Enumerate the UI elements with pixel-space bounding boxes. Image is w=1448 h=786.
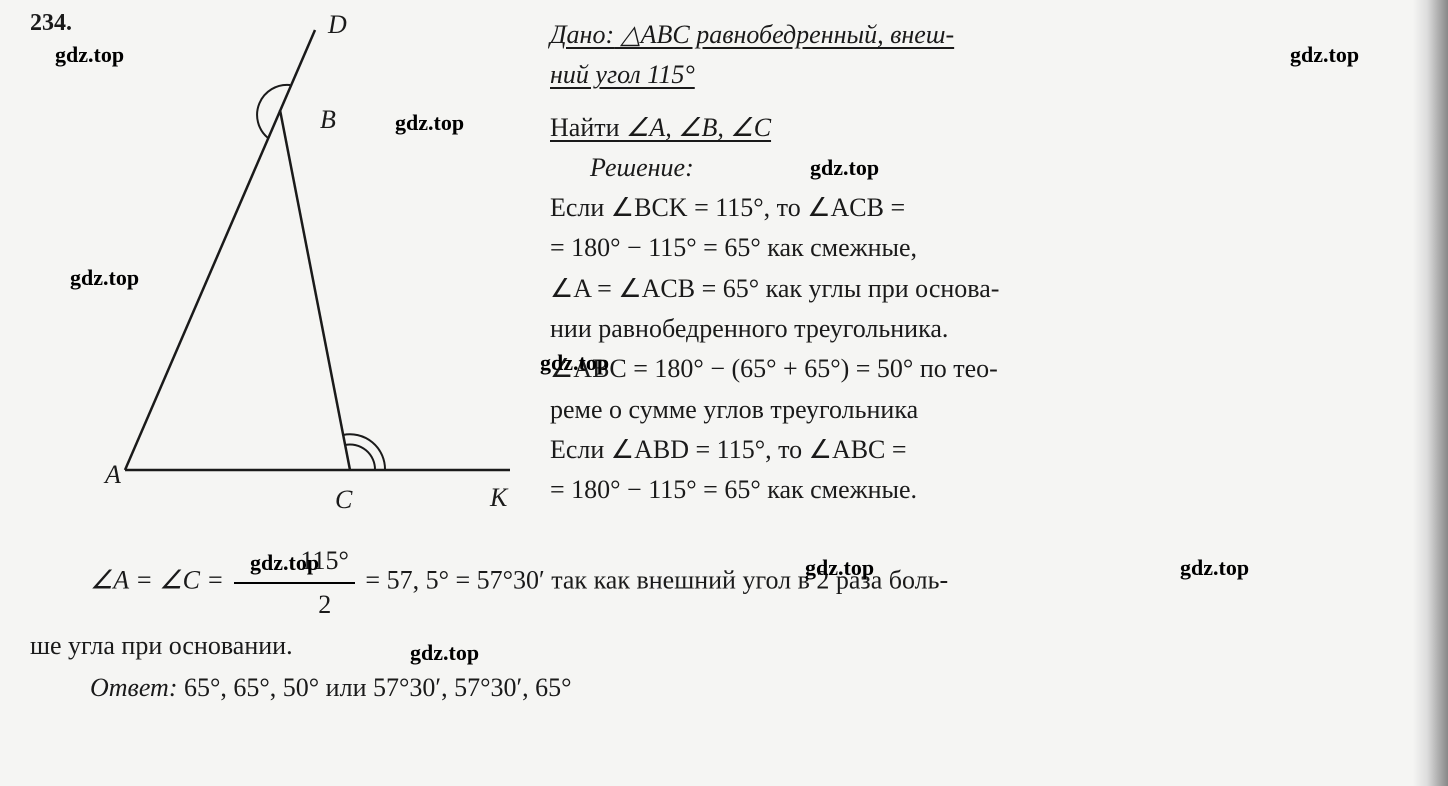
watermark-3: gdz.top <box>395 110 464 136</box>
answer-text: 65°, 65°, 50° или 57°30′, 57°30′, 65° <box>177 673 571 702</box>
bottom-line2: ше угла при основании. <box>30 625 1418 667</box>
sol-line4: ∠ABC = 180° − (65° + 65°) = 50° по тео- <box>550 349 1418 389</box>
sol-line1a: Если ∠BCK = 115°, то ∠ACB = <box>550 188 1418 228</box>
bottom-pre: ∠A = ∠C = <box>90 566 230 595</box>
frac-den: 2 <box>252 584 337 626</box>
answer-label: Ответ: <box>90 673 177 702</box>
page-edge <box>1413 0 1448 786</box>
label-A: A <box>105 460 121 490</box>
find-label: Найти <box>550 113 620 142</box>
find-block: Найти ∠A, ∠B, ∠C <box>550 108 1418 148</box>
watermark-2: gdz.top <box>1290 42 1359 68</box>
watermark-10: gdz.top <box>410 640 479 666</box>
watermark-8: gdz.top <box>805 555 874 581</box>
sol-line6b: = 180° − 115° = 65° как смежные. <box>550 470 1418 510</box>
label-K: K <box>490 483 507 513</box>
watermark-9: gdz.top <box>1180 555 1249 581</box>
label-B: B <box>320 105 336 135</box>
sol-line1b: = 180° − 115° = 65° как смежные, <box>550 228 1418 268</box>
answer-line: Ответ: 65°, 65°, 50° или 57°30′, 57°30′,… <box>30 667 1418 709</box>
watermark-6: gdz.top <box>540 350 609 376</box>
watermark-7: gdz.top <box>250 550 319 576</box>
given-block: Дано: △ABC равнобедренный, внеш- <box>550 15 1418 55</box>
given-text1: △ABC равнобедренный, внеш- <box>614 20 954 49</box>
sol-line2: ∠A = ∠ACB = 65° как углы при основа- <box>550 269 1418 309</box>
watermark-5: gdz.top <box>70 265 139 291</box>
find-text: ∠A, ∠B, ∠C <box>620 113 772 142</box>
label-D: D <box>328 10 347 40</box>
watermark-1: gdz.top <box>55 42 124 68</box>
dano-label: Дано: <box>550 20 614 49</box>
sol-line3: нии равнобедренного треугольника. <box>550 309 1418 349</box>
sol-line5: реме о сумме углов треугольника <box>550 390 1418 430</box>
bottom-line1: ∠A = ∠C = 115° 2 = 57, 5° = 57°30′ так к… <box>30 540 1418 625</box>
label-C: C <box>335 485 352 515</box>
solution-label: Решение: <box>550 148 1418 188</box>
watermark-4: gdz.top <box>810 155 879 181</box>
given-text2: ний угол 115° <box>550 55 1418 95</box>
right-column: Дано: △ABC равнобедренный, внеш- ний уго… <box>550 10 1418 530</box>
sol-line6a: Если ∠ABD = 115°, то ∠ABC = <box>550 430 1418 470</box>
